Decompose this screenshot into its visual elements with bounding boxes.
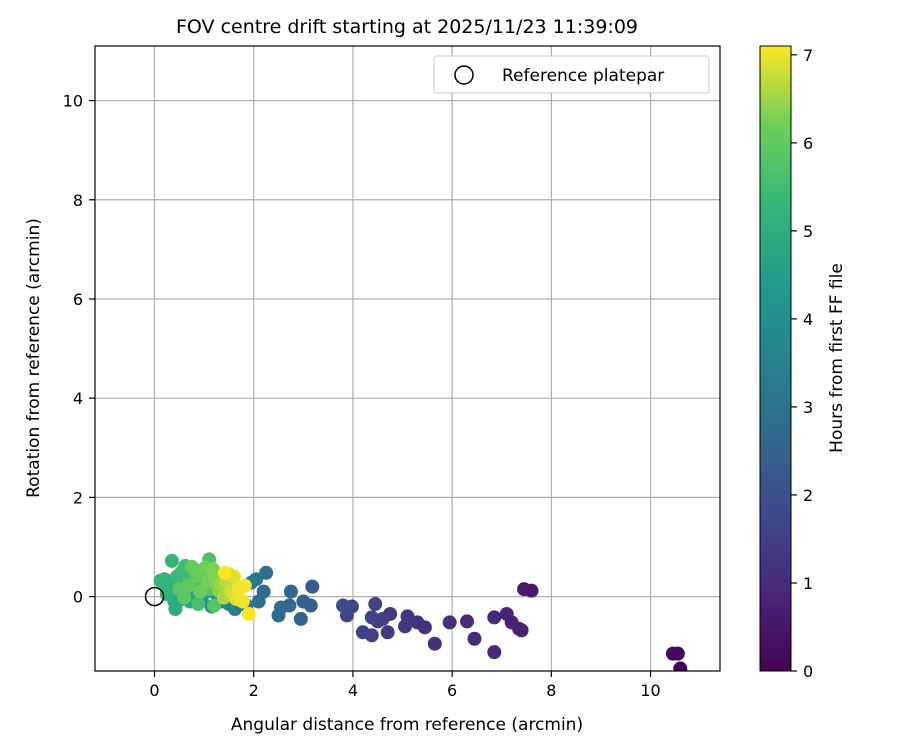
x-tick-label: 6 — [447, 681, 457, 700]
data-point — [177, 590, 192, 605]
data-point — [336, 598, 351, 613]
x-tick-label: 2 — [249, 681, 259, 700]
data-point — [207, 598, 222, 613]
data-point — [517, 582, 532, 597]
colorbar-tick-label: 4 — [803, 310, 813, 329]
data-point — [283, 584, 298, 599]
data-point — [368, 597, 383, 612]
y-axis-ticks: 0 2 4 6 8 10 — [63, 92, 95, 607]
data-point — [271, 608, 286, 623]
colorbar-gradient — [759, 45, 792, 672]
y-tick-label: 10 — [63, 92, 83, 111]
legend: Reference platepar — [433, 55, 710, 94]
data-point — [467, 631, 482, 646]
data-point — [665, 646, 680, 661]
data-point — [193, 584, 208, 599]
data-points — [153, 552, 688, 671]
colorbar: 0 1 2 3 4 5 6 7 Hours from first FF file — [759, 45, 847, 681]
y-tick-label: 4 — [73, 389, 83, 408]
plot-frame — [94, 45, 721, 672]
colorbar-tick-label: 3 — [803, 398, 813, 417]
colorbar-ticks: 0 1 2 3 4 5 6 7 — [791, 46, 813, 681]
colorbar-tick-label: 6 — [803, 134, 813, 153]
data-point — [398, 619, 413, 634]
data-point — [237, 578, 252, 593]
y-tick-label: 8 — [73, 191, 83, 210]
data-point — [499, 606, 514, 621]
reference-platepar-marker — [144, 586, 165, 607]
colorbar-tick-label: 2 — [803, 486, 813, 505]
data-point — [427, 636, 442, 651]
data-point — [380, 625, 395, 640]
y-tick-label: 0 — [73, 588, 83, 607]
colorbar-label: Hours from first FF file — [827, 263, 847, 453]
colorbar-tick-label: 0 — [803, 662, 813, 681]
data-point — [241, 606, 256, 621]
x-tick-label: 10 — [640, 681, 660, 700]
legend-marker-icon — [454, 65, 474, 85]
legend-box — [433, 55, 710, 94]
grid-lines — [95, 46, 720, 671]
data-point — [355, 625, 370, 640]
data-point — [293, 611, 308, 626]
data-point — [305, 579, 320, 594]
colorbar-tick-label: 7 — [803, 46, 813, 65]
x-tick-label: 0 — [149, 681, 159, 700]
data-point — [259, 565, 274, 580]
chart-title: FOV centre drift starting at 2025/11/23 … — [176, 16, 638, 38]
data-point — [673, 661, 688, 671]
data-point — [181, 578, 196, 593]
x-axis-label: Angular distance from reference (arcmin) — [231, 715, 583, 735]
data-point — [364, 610, 379, 625]
data-point — [164, 553, 179, 568]
y-axis-label: Rotation from reference (arcmin) — [24, 218, 44, 498]
x-axis-ticks: 0 2 4 6 8 10 — [149, 671, 661, 700]
x-tick-label: 4 — [348, 681, 358, 700]
x-tick-label: 8 — [546, 681, 556, 700]
data-point — [460, 614, 475, 629]
legend-entry-reference-platepar: Reference platepar — [502, 66, 664, 86]
data-point — [251, 594, 266, 609]
y-tick-label: 2 — [73, 488, 83, 507]
data-point — [487, 645, 502, 660]
colorbar-tick-label: 1 — [803, 574, 813, 593]
data-point — [487, 610, 502, 625]
data-point — [191, 597, 206, 612]
data-point — [153, 573, 168, 588]
data-point — [217, 565, 232, 580]
y-tick-label: 6 — [73, 290, 83, 309]
colorbar-tick-label: 5 — [803, 222, 813, 241]
data-point — [235, 594, 250, 609]
data-point — [296, 594, 311, 609]
data-point — [442, 615, 457, 630]
